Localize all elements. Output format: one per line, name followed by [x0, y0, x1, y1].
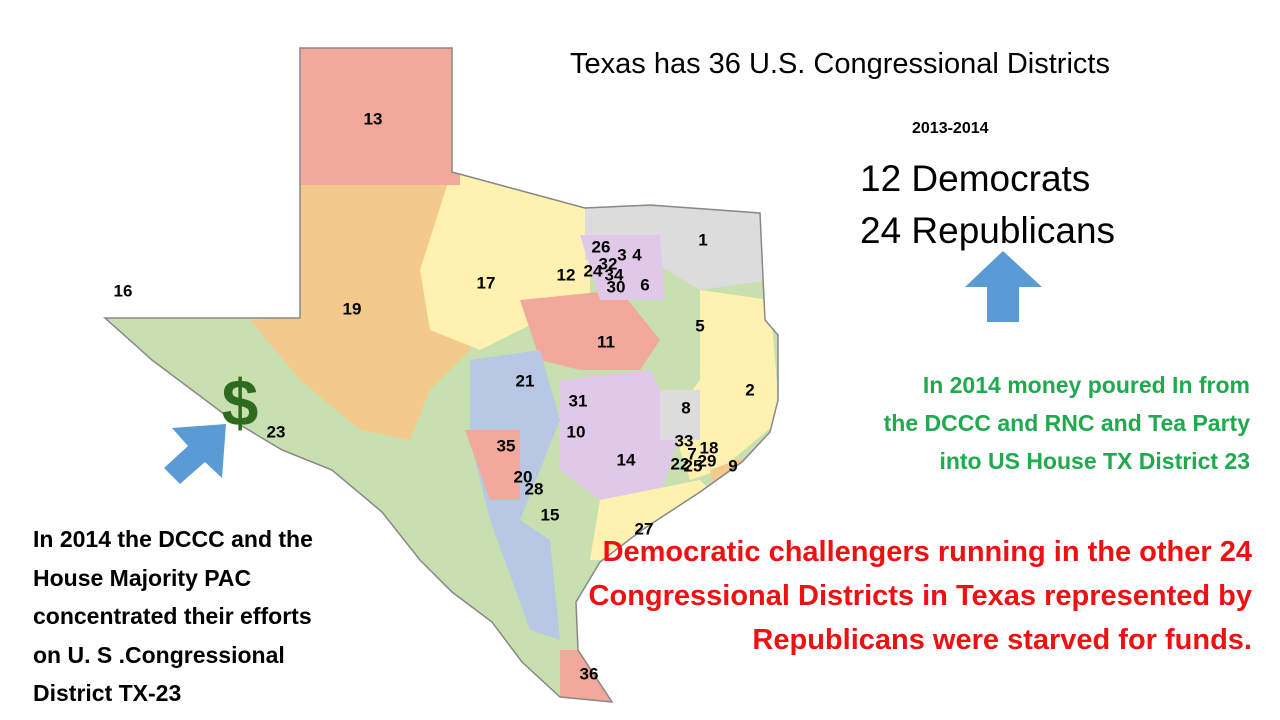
- district-label: 18: [700, 438, 719, 457]
- left-note: In 2014 the DCCC and the House Majority P…: [33, 520, 313, 713]
- note-line: House Majority PAC: [33, 564, 252, 591]
- district-label: 17: [477, 273, 496, 292]
- up-arrow: [965, 251, 1042, 322]
- period: 2013-2014: [912, 120, 989, 137]
- district-label: 26: [592, 237, 611, 256]
- district-label: 19: [343, 299, 362, 318]
- note-line: In 2014 the DCCC and the: [33, 526, 313, 552]
- district-label: 1: [698, 230, 707, 249]
- republicans-count: 24 Republicans: [860, 210, 1116, 251]
- note-line: Republicans were starved for funds.: [752, 624, 1252, 656]
- district-label: 4: [632, 245, 642, 264]
- district-label: 35: [497, 436, 516, 455]
- district-label: 36: [580, 664, 599, 683]
- red-note: Democratic challengers running in the ot…: [589, 530, 1252, 662]
- district-label: 16: [114, 281, 133, 300]
- district-label: 28: [525, 479, 544, 498]
- district-label: 30: [607, 277, 626, 296]
- district-label: 32: [599, 254, 618, 273]
- title: Texas has 36 U.S. Congressional District…: [570, 48, 1110, 80]
- district-label: 8: [681, 398, 690, 417]
- district-label: 11: [597, 332, 615, 351]
- green-note: In 2014 money poured In from the DCCC and…: [884, 366, 1250, 480]
- district-label: 21: [516, 371, 535, 390]
- district-label: 34: [605, 265, 624, 284]
- note-line: on U. S .Congressional: [33, 641, 285, 668]
- district-label: 13: [364, 109, 383, 128]
- note-line: the DCCC and RNC and Tea Party: [883, 410, 1250, 436]
- district-label: 10: [567, 422, 586, 441]
- district-label: 29: [698, 451, 717, 470]
- diagonal-arrow: [164, 424, 226, 484]
- district-label: 14: [617, 450, 636, 469]
- district-label: 9: [728, 456, 737, 475]
- note-line: District TX-23: [33, 680, 182, 706]
- district-label: 5: [695, 316, 704, 335]
- note-line: into US House TX District 23: [939, 448, 1250, 474]
- district-label: 3: [617, 245, 626, 264]
- district-label: 31: [569, 391, 588, 410]
- district-label: 7: [687, 444, 696, 463]
- note-line: Congressional Districts in Texas represe…: [588, 580, 1252, 612]
- district-label: 20: [514, 467, 533, 486]
- note-line: concentrated their efforts: [33, 603, 312, 629]
- note-line: Democratic challengers running in the ot…: [602, 536, 1252, 568]
- district-label: 2: [745, 380, 754, 399]
- dollar-sign: $: [222, 365, 259, 439]
- district-label: 15: [541, 505, 560, 524]
- district-label: 25: [684, 456, 703, 475]
- district-label: 12: [557, 265, 576, 284]
- district-label: 23: [267, 422, 286, 441]
- texas-outline: [103, 47, 779, 703]
- district-label: 6: [640, 275, 649, 294]
- democrats-count: 12 Democrats: [860, 158, 1091, 199]
- district-label: 22: [671, 454, 690, 473]
- district-label: 33: [675, 431, 694, 450]
- district-label: 27: [635, 519, 654, 538]
- district-label: 24: [584, 261, 603, 280]
- note-line: In 2014 money poured In from: [922, 372, 1250, 398]
